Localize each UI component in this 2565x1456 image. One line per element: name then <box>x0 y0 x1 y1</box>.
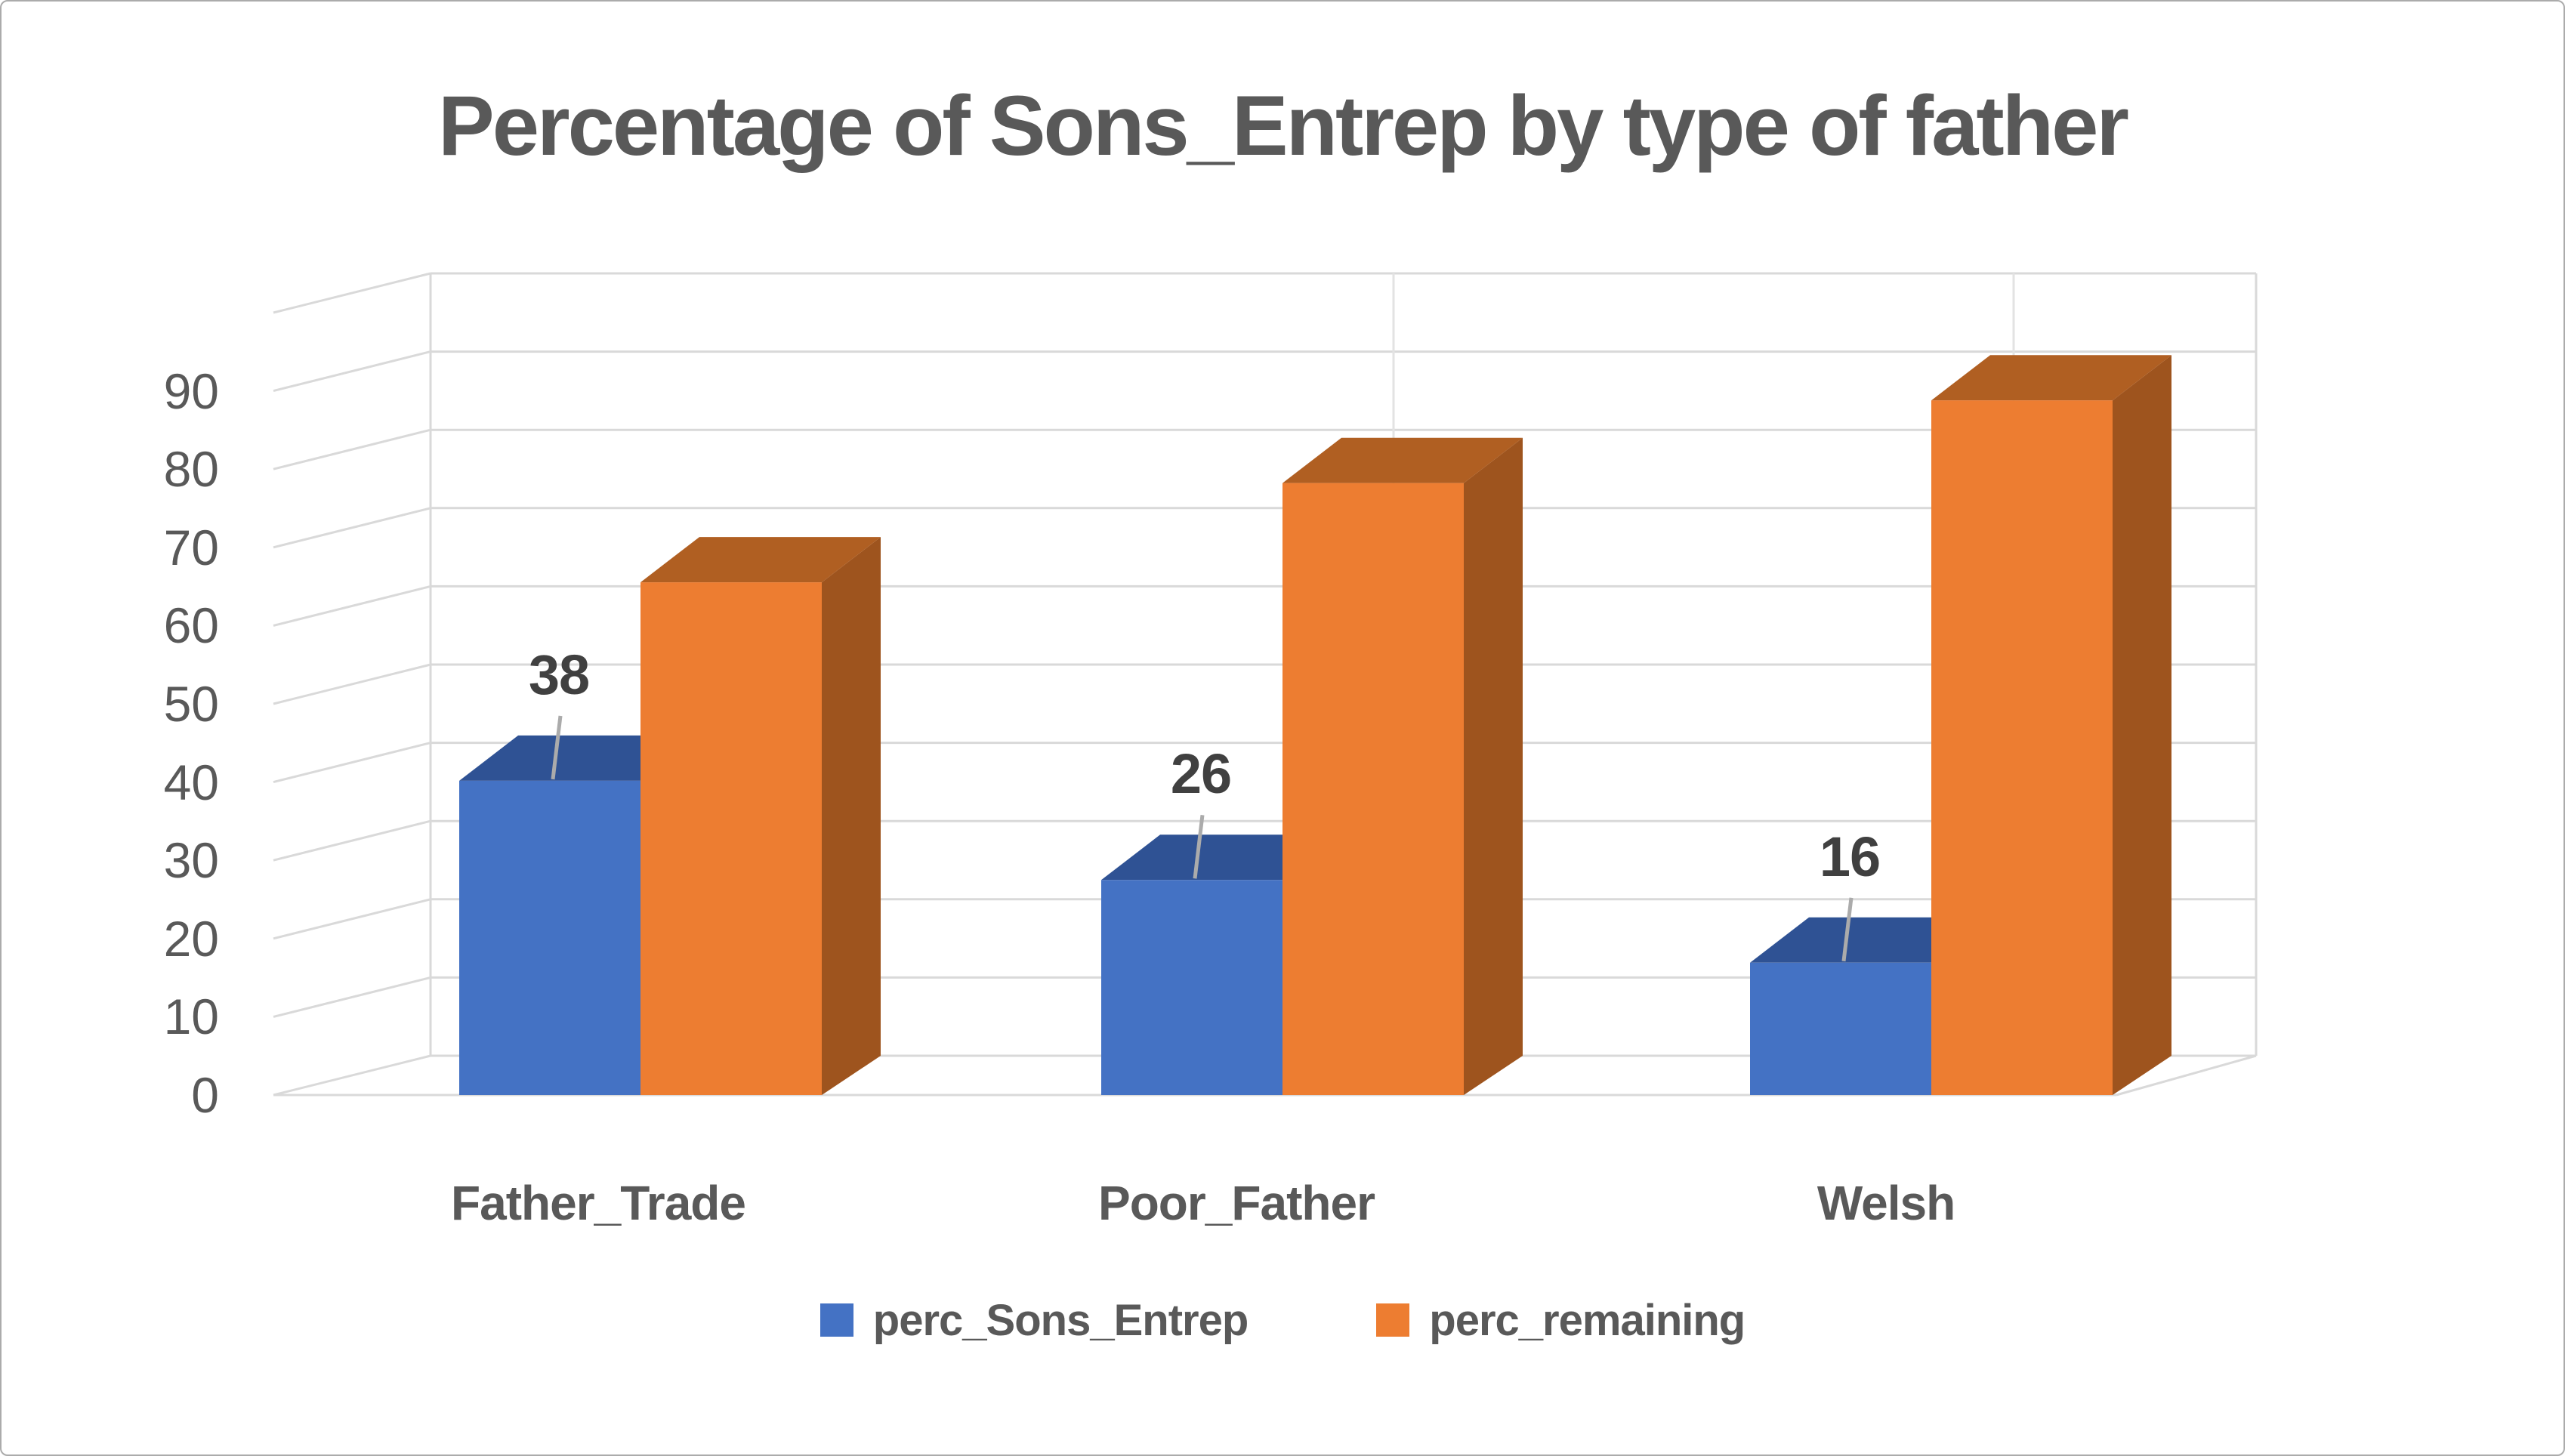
y-axis-tick-label: 10 <box>163 989 219 1045</box>
bar-side-perc_remaining-Poor_Father <box>1464 437 1523 1095</box>
gridline-leftwall-30 <box>273 819 431 862</box>
bar-front-perc_Sons_Entrep-Father_Trade <box>459 780 640 1095</box>
gridline-leftwall-70 <box>273 507 431 549</box>
y-axis-tick-label: 20 <box>163 910 219 967</box>
y-axis-tick-label: 30 <box>163 832 219 889</box>
y-axis-tick-label: 70 <box>163 519 219 575</box>
gridline-leftwall-60 <box>273 585 431 627</box>
bar-top-perc_remaining-Poor_Father <box>1282 437 1523 483</box>
gridline-leftwall-0 <box>273 1054 431 1097</box>
y-axis-tick-label: 40 <box>163 754 219 810</box>
data-label-Father_Trade: 38 <box>528 643 590 706</box>
legend-label-perc-remaining: perc_remaining <box>1429 1295 1745 1345</box>
gridline-leftwall-40 <box>273 742 431 784</box>
y-axis-tick-label: 80 <box>163 441 219 498</box>
legend-swatch-orange-icon <box>1376 1303 1410 1337</box>
gridline-leftwall-50 <box>273 663 431 705</box>
data-label-Poor_Father: 26 <box>1170 742 1232 806</box>
y-axis-tick-label: 50 <box>163 676 219 732</box>
category-label-poor-father: Poor_Father <box>1098 1176 1375 1230</box>
y-axis-tick-label: 90 <box>163 362 219 419</box>
bar-front-perc_remaining-Father_Trade <box>640 582 822 1095</box>
data-label-Welsh: 16 <box>1819 825 1881 888</box>
bar-top-perc_remaining-Welsh <box>1931 355 2171 401</box>
bar-top-perc_Sons_Entrep-Welsh <box>1750 917 1990 963</box>
gridline-leftwall-10 <box>273 976 431 1018</box>
chart-title: Percentage of Sons_Entrep by type of fat… <box>438 79 2129 173</box>
wall-top-left-edge <box>273 272 431 314</box>
legend-label-perc-sons-entrep: perc_Sons_Entrep <box>872 1295 1249 1345</box>
floor-right-edge <box>2116 1054 2257 1097</box>
data-label-leader-Father_Trade <box>551 715 563 780</box>
bar-top-perc_Sons_Entrep-Poor_Father <box>1101 834 1341 881</box>
gridline-leftwall-20 <box>273 898 431 940</box>
bar-top-perc_Sons_Entrep-Father_Trade <box>459 735 699 781</box>
data-label-leader-Welsh <box>1841 897 1854 962</box>
bar-front-perc_remaining-Welsh <box>1931 400 2113 1095</box>
legend-item-perc-remaining: perc_remaining <box>1376 1295 1745 1346</box>
y-axis-tick-label: 60 <box>163 597 219 654</box>
bar-top-perc_remaining-Father_Trade <box>640 537 881 583</box>
y-axis-tick-label: 0 <box>191 1067 219 1123</box>
legend: perc_Sons_Entrep perc_remaining <box>2 1285 2563 1355</box>
bar-side-perc_remaining-Welsh <box>2113 355 2171 1095</box>
legend-item-perc-sons-entrep: perc_Sons_Entrep <box>820 1295 1249 1346</box>
bar-side-perc_remaining-Father_Trade <box>822 537 881 1095</box>
category-label-father-trade: Father_Trade <box>451 1176 746 1230</box>
bar-front-perc_Sons_Entrep-Poor_Father <box>1101 880 1282 1095</box>
legend-swatch-blue-icon <box>820 1303 853 1337</box>
data-label-leader-Poor_Father <box>1193 815 1205 879</box>
gridline-leftwall-80 <box>273 428 431 470</box>
gridline-leftwall-90 <box>273 350 431 393</box>
bar-front-perc_Sons_Entrep-Welsh <box>1750 962 1931 1095</box>
category-label-welsh: Welsh <box>1816 1176 1955 1230</box>
bar-front-perc_remaining-Poor_Father <box>1282 483 1464 1095</box>
